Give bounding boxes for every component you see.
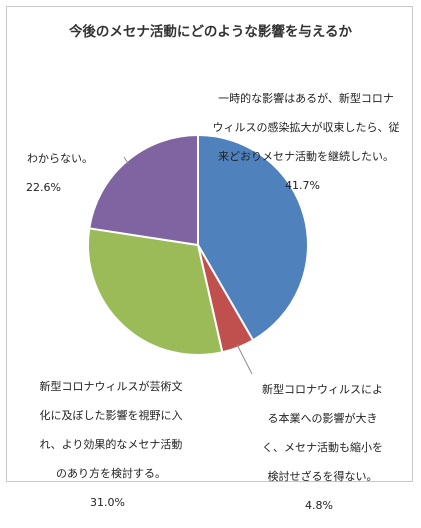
slice-label-text: 新型コロナウィルスによ [262,382,383,396]
slice-label-text: わからない。 [27,151,93,165]
slice-label-text: れ、より効果的なメセナ活動 [39,437,183,451]
slice-label-unknown: わからない。 22.6% [20,137,130,210]
slice-label-text: 一時的な影響はあるが、新型コロナ [218,91,394,105]
slice-label-text: のあり方を検討する。 [56,466,166,480]
slice-label-continue: 一時的な影響はあるが、新型コロナ ウィルスの感染拡大が収束したら、従 来どおりメ… [200,77,405,208]
slice-percent: 22.6% [26,180,61,194]
slice-percent: 4.8% [305,498,333,512]
slice-percent: 41.7% [285,178,320,192]
leader-line-reduce [236,344,253,375]
chart-title: 今後のメセナ活動にどのような影響を与えるか [68,24,353,40]
slice-label-text: 新型コロナウィルスが芸術文 [39,379,183,393]
slice-reconsider [86,227,224,356]
slice-label-text: 検討せざるを得ない。 [267,469,378,483]
slice-label-text: く、メセナ活動も縮小を [262,440,383,454]
slice-percent: 31.0% [90,495,125,509]
slice-label-text: 化に及ぼした影響を視野に入 [39,408,183,422]
pie-chart [86,133,309,375]
slice-label-text: 来どおりメセナ活動を継続したい。 [218,149,394,163]
slice-label-reconsider: 新型コロナウィルスが芸術文 化に及ぼした影響を視野に入 れ、より効果的なメセナ活… [20,365,195,525]
slice-label-text: る本業への影響が大き [267,411,378,425]
slice-label-text: ウィルスの感染拡大が収束したら、従 [212,120,400,134]
slice-continue [197,133,309,342]
slice-label-reduce: 新型コロナウィルスによ る本業への影響が大き く、メセナ活動も縮小を 検討せざる… [250,368,388,528]
leader-line-unknown [123,156,129,165]
